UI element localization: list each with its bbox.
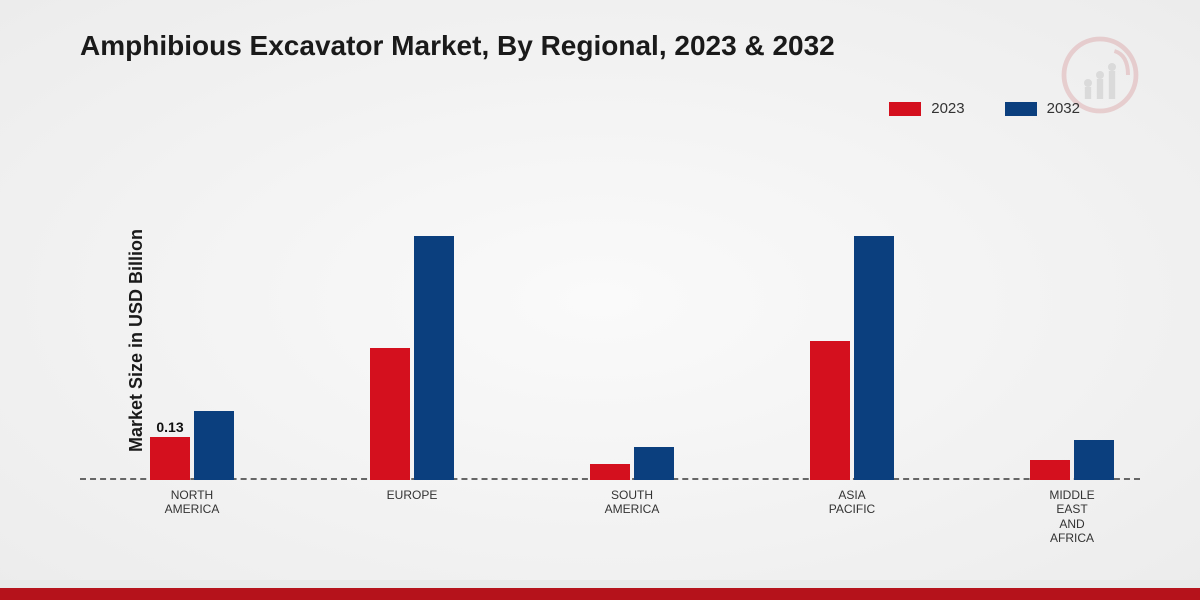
bar-2032 <box>414 236 454 480</box>
bar-2023 <box>370 348 410 480</box>
bar-group: SOUTH AMERICA <box>590 447 674 480</box>
legend-swatch-2023 <box>889 102 921 116</box>
bar-group: EUROPE <box>370 236 454 480</box>
footer-red-strip <box>0 588 1200 600</box>
legend-label-2023: 2023 <box>931 100 964 117</box>
legend-item-2023: 2023 <box>889 100 964 117</box>
bar-2032 <box>1074 440 1114 480</box>
bar-2023 <box>590 464 630 481</box>
chart-title: Amphibious Excavator Market, By Regional… <box>80 30 835 62</box>
legend-label-2032: 2032 <box>1047 100 1080 117</box>
bar-value-label: 0.13 <box>150 419 190 435</box>
x-axis-label: EUROPE <box>387 488 438 502</box>
bar-2032 <box>634 447 674 480</box>
chart-plot-area: 0.13NORTH AMERICA EUROPE SOUTH AMERICA ASIA… <box>80 150 1140 480</box>
legend-item-2032: 2032 <box>1005 100 1080 117</box>
bar-2023 <box>1030 460 1070 480</box>
bar-2023 <box>810 341 850 480</box>
bar-2032 <box>854 236 894 480</box>
bar-group: ASIA PACIFIC <box>810 236 894 480</box>
footer-gray-strip <box>0 580 1200 588</box>
bar-2032 <box>194 411 234 480</box>
x-axis-label: SOUTH AMERICA <box>605 488 660 517</box>
bar-group: MIDDLE EAST AND AFRICA <box>1030 440 1114 480</box>
x-axis-label: MIDDLE EAST AND AFRICA <box>1049 488 1094 546</box>
bar-group: 0.13NORTH AMERICA <box>150 411 234 480</box>
chart-legend: 2023 2032 <box>889 100 1080 117</box>
bar-2023: 0.13 <box>150 437 190 480</box>
x-axis-label: ASIA PACIFIC <box>829 488 875 517</box>
x-axis-label: NORTH AMERICA <box>165 488 220 517</box>
legend-swatch-2032 <box>1005 102 1037 116</box>
